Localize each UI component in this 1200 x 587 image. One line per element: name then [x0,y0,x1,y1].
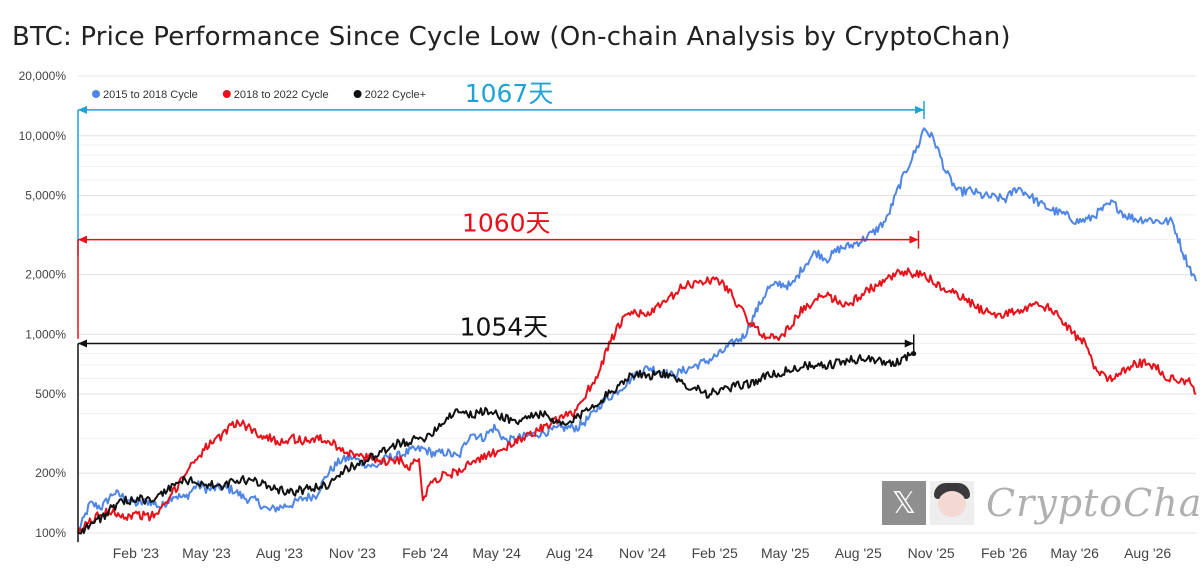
x-tick-label: Aug '23 [256,545,303,561]
legend: 2015 to 2018 Cycle 2018 to 2022 Cycle 2022… [92,89,426,101]
y-tick-label: 2,000% [25,268,66,282]
x-logo-icon: 𝕏 [882,481,926,525]
y-tick-label: 100% [35,526,66,540]
y-tick-label: 500% [35,387,66,401]
annotation-arrow-start [78,105,87,114]
legend-marker [92,90,100,98]
chart-title: BTC: Price Performance Since Cycle Low (… [12,22,1011,52]
x-tick-label: Nov '23 [329,545,376,561]
legend-marker [353,90,362,98]
y-axis-ticks: 100% 200% 500% 1,000% 2,000% 5,000% 10,000% 20,… [19,69,67,540]
x-tick-label: Feb '26 [981,545,1027,561]
watermark-text: CryptoChan [986,481,1200,525]
x-tick-label: Feb '25 [692,545,738,561]
annotation-label: 1060天 [462,209,551,238]
series-line [77,351,915,535]
x-tick-label: Feb '23 [113,545,159,561]
x-tick-label: Aug '25 [835,545,882,561]
legend-label: 2015 to 2018 Cycle [103,89,198,101]
x-axis-ticks: Feb '23 May '23 Aug '23 Nov '23 Feb '24 May '… [113,545,1172,561]
legend-label: 2018 to 2022 Cycle [234,89,329,101]
series-end-point [911,351,917,357]
annotation-label: 1054天 [460,312,549,341]
annotation-arrow-start [78,339,87,348]
x-tick-label: May '25 [761,545,810,561]
annotation-arrow-start [78,235,87,244]
annotation-layer: 1067天 1060天 1054天 [77,79,925,543]
x-tick-label: Nov '25 [908,545,955,561]
series-line [77,267,1197,534]
avatar-icon [930,481,974,525]
grid-layer [78,75,1196,534]
series-layer [77,127,1197,535]
x-tick-label: Aug '24 [546,545,593,561]
x-tick-label: May '26 [1050,545,1099,561]
watermark: 𝕏 CryptoChan [882,480,1200,526]
x-tick-label: Nov '24 [619,545,666,561]
y-tick-label: 200% [35,466,66,480]
y-tick-label: 20,000% [19,69,67,83]
x-tick-label: May '23 [182,545,231,561]
series-line [77,127,1197,534]
x-tick-label: Feb '24 [402,545,448,561]
x-tick-label: Aug '26 [1124,545,1171,561]
annotation-arrow-end [915,105,925,114]
legend-label: 2022 Cycle+ [365,89,426,101]
annotation-arrow-end [904,339,914,348]
y-tick-label: 10,000% [19,129,67,143]
y-tick-label: 1,000% [25,327,66,341]
x-tick-label: May '24 [472,545,521,561]
annotation-arrow-end [909,235,919,244]
annotation-label: 1067天 [465,79,554,108]
legend-marker [222,90,231,98]
y-tick-label: 5,000% [25,189,66,203]
